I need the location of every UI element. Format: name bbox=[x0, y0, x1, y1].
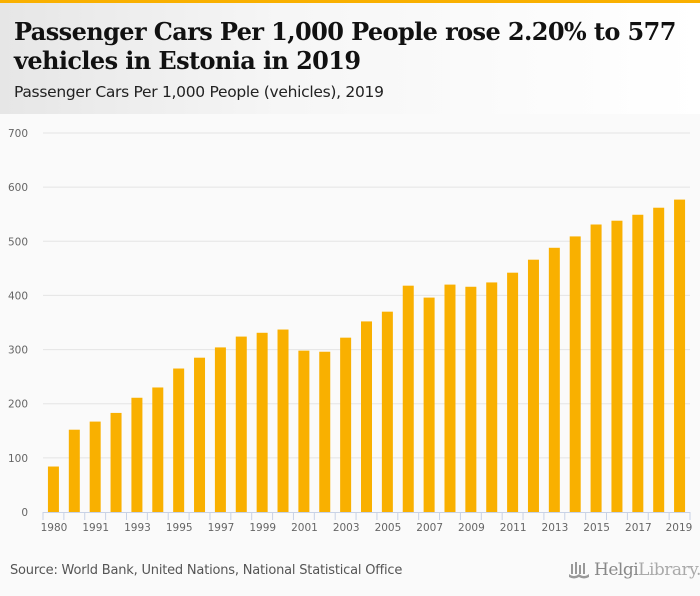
x-tick-label: 2013 bbox=[542, 522, 569, 534]
bar-1999 bbox=[256, 332, 268, 512]
bar-2000 bbox=[277, 329, 289, 512]
bar-1990 bbox=[68, 429, 80, 512]
bar-2014 bbox=[569, 236, 581, 513]
bar-2011 bbox=[507, 272, 519, 512]
bar-2009 bbox=[465, 286, 477, 512]
y-tick-label: 200 bbox=[8, 399, 28, 411]
x-tick-label: 1999 bbox=[249, 522, 276, 534]
bar-2015 bbox=[590, 224, 602, 512]
y-tick-label: 600 bbox=[8, 182, 28, 194]
bar-1993 bbox=[131, 397, 143, 512]
bar-2010 bbox=[486, 282, 498, 512]
x-tick-label: 2015 bbox=[583, 522, 610, 534]
x-tick-label: 2003 bbox=[333, 522, 360, 534]
library-logo-icon bbox=[569, 562, 589, 579]
bar-2012 bbox=[527, 259, 539, 512]
x-tick-label: 2009 bbox=[458, 522, 485, 534]
chart-subtitle: Passenger Cars Per 1,000 People (vehicle… bbox=[14, 83, 384, 101]
x-tick-label: 2011 bbox=[500, 522, 527, 534]
x-tick-label: 2017 bbox=[625, 522, 652, 534]
source-note: Source: World Bank, United Nations, Nati… bbox=[10, 563, 403, 578]
x-tick-label: 2019 bbox=[666, 522, 693, 534]
y-tick-label: 300 bbox=[8, 345, 28, 357]
x-tick-label: 1980 bbox=[41, 522, 68, 534]
x-tick-label: 2001 bbox=[291, 522, 318, 534]
bar-1996 bbox=[194, 357, 206, 512]
x-tick-label: 1993 bbox=[124, 522, 151, 534]
y-tick-label: 100 bbox=[8, 453, 28, 465]
x-tick-label: 2005 bbox=[375, 522, 402, 534]
logo-text-light: Library. bbox=[638, 560, 700, 580]
bar-1991 bbox=[89, 421, 101, 512]
header: Passenger Cars Per 1,000 People rose 2.2… bbox=[0, 3, 700, 114]
bar-2007 bbox=[423, 297, 435, 512]
bar-chart: 0 100 200 300 400 500 600 700 1980 1991 1993 1995 19… bbox=[8, 128, 693, 534]
y-tick-label: 0 bbox=[21, 507, 28, 519]
bar-2006 bbox=[402, 285, 414, 512]
bar-1980 bbox=[47, 466, 59, 512]
bar-2017 bbox=[632, 214, 644, 512]
logo-text-bold: Helgi bbox=[594, 560, 639, 580]
page-title: Passenger Cars Per 1,000 People rose 2.2… bbox=[14, 17, 676, 75]
helgi-library-logo[interactable]: HelgiLibrary. bbox=[568, 560, 700, 580]
bar-1997 bbox=[214, 347, 226, 512]
bar-2008 bbox=[444, 284, 456, 512]
y-tick-label: 400 bbox=[8, 290, 28, 302]
bar-2016 bbox=[611, 220, 623, 512]
bar-2019 bbox=[674, 199, 686, 512]
accent-bar bbox=[0, 0, 700, 3]
bar-2005 bbox=[381, 311, 393, 512]
x-tick-label: 1991 bbox=[82, 522, 109, 534]
bar-1994 bbox=[152, 387, 164, 512]
x-tick-label: 1997 bbox=[208, 522, 235, 534]
bar-2018 bbox=[653, 207, 665, 512]
bar-2004 bbox=[361, 321, 372, 512]
y-tick-label: 700 bbox=[8, 128, 28, 140]
bar-2002 bbox=[319, 351, 331, 512]
bar-2003 bbox=[340, 337, 352, 512]
x-tick-label: 2007 bbox=[416, 522, 443, 534]
bar-1998 bbox=[235, 336, 247, 512]
bar-2013 bbox=[548, 247, 560, 513]
bar-2001 bbox=[298, 350, 310, 512]
bar-1992 bbox=[110, 412, 122, 512]
y-tick-label: 500 bbox=[8, 236, 28, 248]
bar-1995 bbox=[173, 368, 185, 512]
x-tick-label: 1995 bbox=[166, 522, 193, 534]
